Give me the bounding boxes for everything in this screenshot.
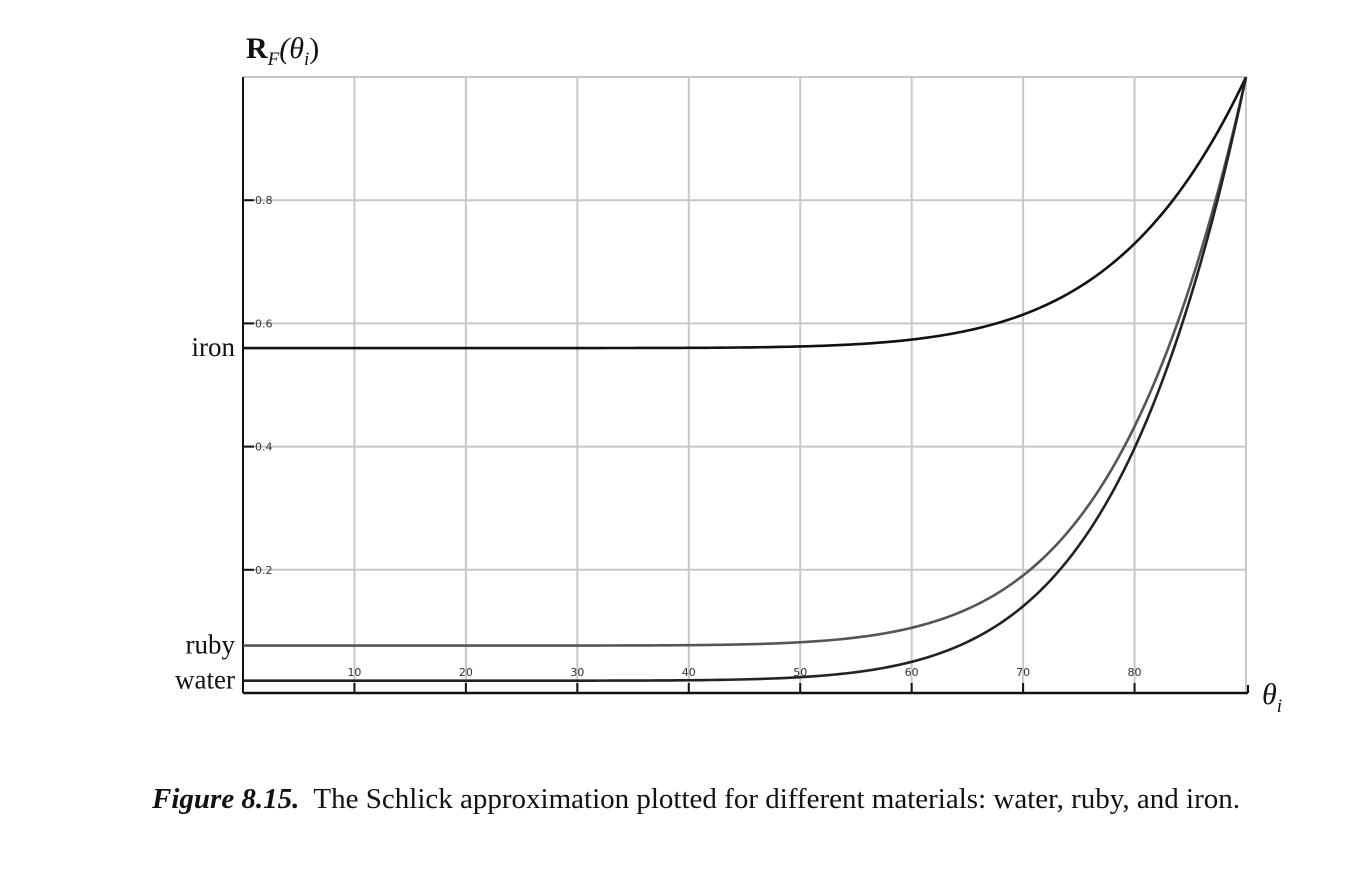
series-lines xyxy=(243,76,1248,682)
y-tick-label: 0.6 xyxy=(255,317,273,330)
caption-text: The Schlick approximation plotted for di… xyxy=(313,783,1240,815)
chart: 10 20 30 40 50 60 70 80 0.20.40.60.8 ironrubywa… xyxy=(175,32,1282,717)
series-line-water xyxy=(243,76,1248,682)
x-tick-label: 70 xyxy=(1016,666,1030,679)
x-tick-label: 30 xyxy=(570,666,584,679)
x-tick-label: 60 xyxy=(905,666,919,679)
figure-caption: Figure 8.15. The Schlick approximation p… xyxy=(100,780,1260,819)
x-tick-label: 10 xyxy=(347,666,361,679)
series-line-iron xyxy=(243,76,1248,350)
y-ticks: 0.2 0.4 0.6 0.8 xyxy=(243,194,273,577)
series-label-iron: iron xyxy=(192,332,236,362)
y-tick-label: 0.2 xyxy=(255,564,273,577)
x-tick-label: 20 xyxy=(459,666,473,679)
caption-label: Figure 8.15. xyxy=(152,783,300,815)
x-tick-label: 80 xyxy=(1128,666,1142,679)
x-tick-label: 40 xyxy=(682,666,696,679)
series-labels: iron ruby water xyxy=(175,332,235,695)
x-axis-title: θi xyxy=(1262,678,1282,717)
series-label-ruby: ruby xyxy=(186,630,236,660)
series-line-ruby xyxy=(243,76,1248,647)
axes xyxy=(242,77,1249,695)
series-label-water: water xyxy=(175,665,235,695)
y-axis-title: RF(θi) xyxy=(246,32,319,70)
y-tick-label: 0.8 xyxy=(255,194,273,207)
y-tick-label: 0.4 xyxy=(255,441,273,454)
grid xyxy=(243,76,1247,693)
